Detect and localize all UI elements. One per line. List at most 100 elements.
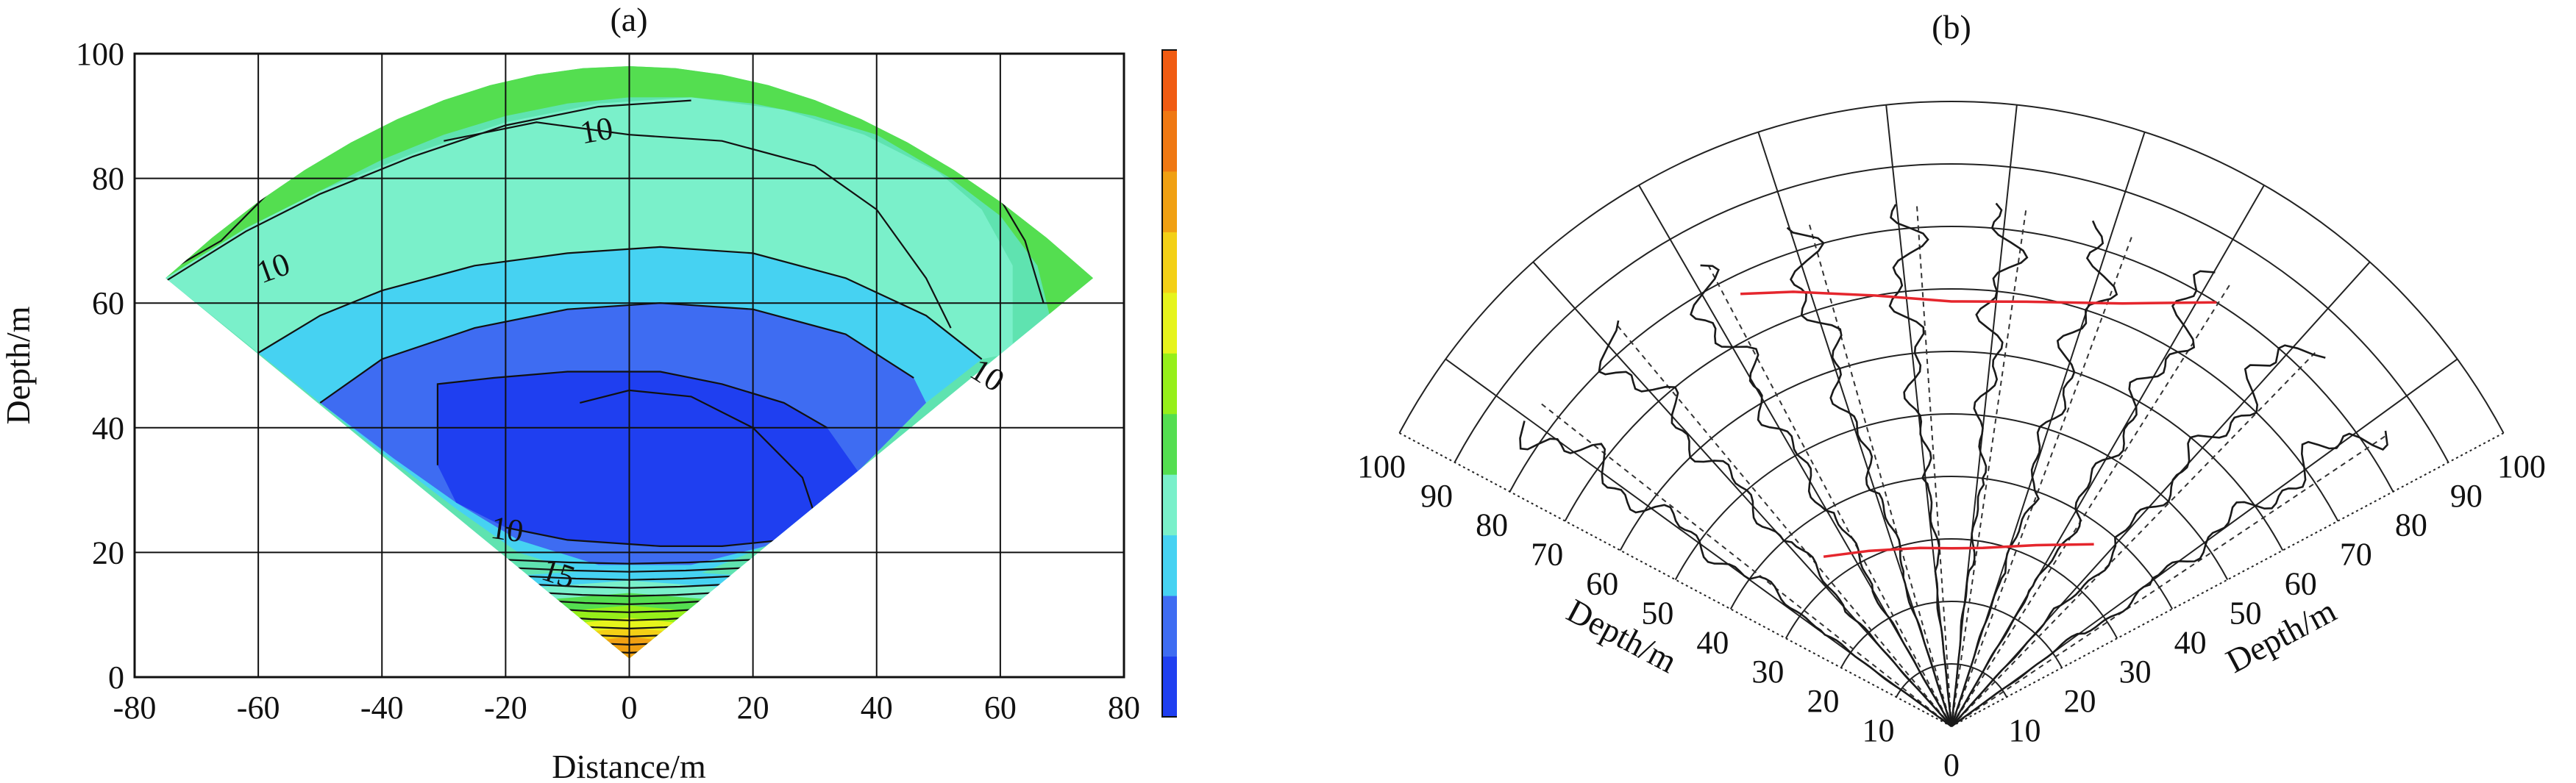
y-tick-labels: 0 20 40 60 80 100 bbox=[76, 36, 124, 696]
x-tick-label: 80 bbox=[1108, 690, 1140, 726]
x-axis-label: Distance/m bbox=[552, 748, 706, 783]
radial-spoke bbox=[1951, 261, 2371, 727]
resistivity-log bbox=[1786, 226, 1953, 727]
contour-line bbox=[505, 526, 784, 547]
colorbar-swatch bbox=[1162, 110, 1177, 172]
red-interface-line bbox=[1740, 290, 2217, 305]
depth-tick-label: 70 bbox=[1531, 537, 1563, 573]
radial-spoke bbox=[1638, 185, 1952, 727]
resistivity-log bbox=[1950, 220, 2118, 727]
x-tick-label: 60 bbox=[984, 690, 1017, 726]
radial-spoke bbox=[1757, 132, 1952, 727]
boundary-radius bbox=[1399, 432, 1952, 727]
y-tick-label: 100 bbox=[76, 36, 124, 72]
x-tick-label: -20 bbox=[484, 690, 527, 726]
radial-spoke bbox=[1951, 104, 2018, 727]
reference-trace bbox=[1807, 221, 1952, 727]
reference-trace bbox=[1951, 207, 2027, 727]
radial-spoke bbox=[1532, 261, 1952, 727]
depth-tick-label: 80 bbox=[1476, 507, 1508, 543]
depth-tick-label: 40 bbox=[1696, 624, 1729, 660]
apex-label: 0 bbox=[1943, 747, 1960, 783]
contour-line bbox=[257, 246, 983, 360]
depth-ring bbox=[1509, 226, 2394, 493]
contour-line bbox=[319, 302, 914, 404]
depth-rings bbox=[1398, 100, 2505, 727]
reference-trace bbox=[1951, 282, 2232, 727]
reference-trace bbox=[1615, 322, 1952, 727]
colorbar-swatch bbox=[1162, 413, 1177, 475]
reference-trace bbox=[1951, 349, 2319, 727]
contour-line bbox=[510, 590, 748, 597]
x-tick-label: 40 bbox=[861, 690, 893, 726]
resistivity-log bbox=[1950, 202, 2029, 727]
depth-tick-label: 60 bbox=[2285, 565, 2317, 601]
depth-tick-label: 100 bbox=[1357, 448, 1406, 485]
depth-tick-label: 80 bbox=[2395, 507, 2427, 543]
depth-label-left: Depth/m bbox=[1561, 591, 1683, 680]
depth-tick-label: 90 bbox=[1420, 478, 1453, 514]
reference-trace bbox=[1538, 401, 1952, 727]
x-tick-label: -40 bbox=[360, 690, 404, 726]
depth-tick-label: 40 bbox=[2174, 624, 2207, 660]
contour-label: 10 bbox=[577, 110, 616, 151]
depth-tick-label: 20 bbox=[2064, 683, 2096, 719]
y-tick-label: 80 bbox=[92, 161, 124, 197]
depth-ring bbox=[1454, 163, 2449, 463]
contour-line bbox=[503, 582, 755, 589]
y-axis-label: Depth/m bbox=[0, 306, 37, 424]
radial-spoke bbox=[1885, 104, 1952, 727]
resistivity-log bbox=[1951, 430, 2388, 728]
contour-line bbox=[166, 99, 691, 282]
colorbar-swatch bbox=[1162, 50, 1177, 111]
x-tick-label: 20 bbox=[737, 690, 769, 726]
red-interface-line bbox=[1823, 543, 2094, 558]
colorbar-swatch bbox=[1162, 534, 1177, 596]
reference-trace bbox=[1915, 202, 1952, 727]
depth-tick-label: 50 bbox=[2230, 595, 2262, 631]
depth-ring bbox=[1729, 476, 2174, 609]
y-tick-label: 20 bbox=[92, 534, 124, 571]
depth-ring bbox=[1398, 100, 2505, 434]
depth-tick-label: 50 bbox=[1641, 595, 1673, 631]
depth-tick-label: 30 bbox=[1751, 654, 1784, 690]
x-tick-labels: -80 -60 -40 -20 0 20 40 60 80 bbox=[113, 690, 1140, 726]
depth-tick-label: 10 bbox=[1862, 712, 1895, 748]
reference-trace bbox=[1951, 433, 2388, 727]
depth-label-right: Depth/m bbox=[2220, 591, 2342, 680]
boundary-radius bbox=[1951, 432, 2504, 727]
x-tick-label: -80 bbox=[113, 690, 157, 726]
colorbar-swatch bbox=[1162, 474, 1177, 536]
depth-tick-label: 60 bbox=[1586, 565, 1618, 601]
contour-line bbox=[488, 565, 771, 573]
radial-spoke bbox=[1951, 358, 2458, 727]
contour-line bbox=[480, 557, 778, 565]
depth-tick-label: 20 bbox=[1807, 683, 1839, 719]
panel-b-label: (b) bbox=[1932, 8, 1971, 46]
plot-frame bbox=[133, 52, 1125, 679]
resistivity-log bbox=[1519, 421, 1952, 728]
depth-tick-labels: 10 20 30 40 50 60 70 80 90 100 10 20 30 40 50 60 70 80 90 1… bbox=[1357, 448, 2546, 748]
colorbar: 59131721252933374147 bbox=[1161, 49, 1177, 718]
depth-tick-label: 30 bbox=[2119, 654, 2152, 690]
resistivity-logs bbox=[1519, 202, 2388, 728]
depth-ring bbox=[1619, 351, 2284, 551]
depth-ring bbox=[1674, 413, 2229, 580]
contour-line bbox=[519, 598, 740, 605]
colorbar-frame bbox=[1161, 49, 1177, 718]
depth-tick-label: 70 bbox=[2340, 537, 2372, 573]
depth-tick-label: 10 bbox=[2008, 712, 2040, 748]
colorbar-swatch bbox=[1162, 171, 1177, 232]
contour-line bbox=[580, 389, 816, 515]
radial-spokes bbox=[1445, 104, 2458, 727]
depth-tick-label: 100 bbox=[2497, 448, 2546, 485]
resistivity-log bbox=[1690, 264, 1953, 727]
colorbar-swatch bbox=[1162, 292, 1177, 354]
resistivity-log bbox=[1888, 204, 1953, 727]
depth-ring bbox=[1840, 601, 2063, 668]
radial-spoke bbox=[1951, 185, 2265, 727]
y-tick-label: 60 bbox=[92, 285, 124, 321]
x-tick-label: 0 bbox=[622, 690, 638, 726]
